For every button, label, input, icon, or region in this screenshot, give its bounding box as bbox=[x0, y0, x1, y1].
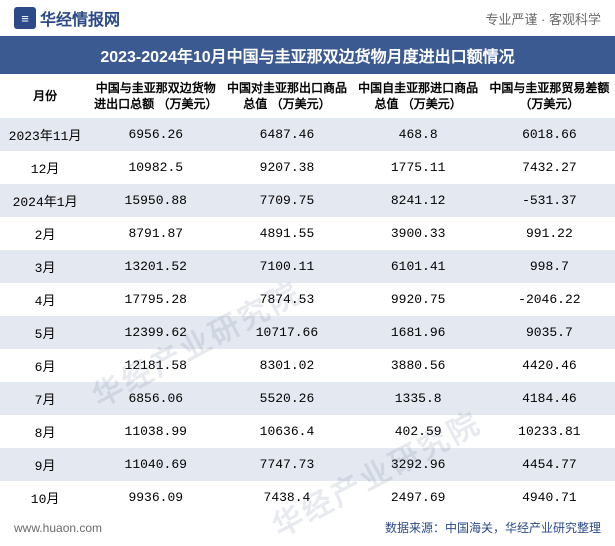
table-row: 8月11038.9910636.4402.5910233.81 bbox=[0, 415, 615, 448]
cell-import: 9920.75 bbox=[353, 283, 484, 316]
logo-area: ≡ 华经情报网 bbox=[14, 6, 120, 30]
table-row: 6月12181.588301.023880.564420.46 bbox=[0, 349, 615, 382]
cell-export: 7874.53 bbox=[221, 283, 352, 316]
trade-table: 月份 中国与圭亚那双边货物进出口总额 （万美元） 中国对圭亚那出口商品总值 （万… bbox=[0, 74, 615, 514]
cell-total: 10982.5 bbox=[90, 151, 221, 184]
cell-import: 402.59 bbox=[353, 415, 484, 448]
cell-import: 1335.8 bbox=[353, 382, 484, 415]
col-month: 月份 bbox=[0, 74, 90, 118]
cell-total: 15950.88 bbox=[90, 184, 221, 217]
cell-import: 2497.69 bbox=[353, 481, 484, 514]
footer-url: www.huaon.com bbox=[14, 521, 102, 535]
cell-month: 4月 bbox=[0, 283, 90, 316]
cell-month: 7月 bbox=[0, 382, 90, 415]
cell-total: 9936.09 bbox=[90, 481, 221, 514]
cell-total: 6856.06 bbox=[90, 382, 221, 415]
cell-import: 8241.12 bbox=[353, 184, 484, 217]
cell-export: 9207.38 bbox=[221, 151, 352, 184]
cell-total: 13201.52 bbox=[90, 250, 221, 283]
cell-import: 3880.56 bbox=[353, 349, 484, 382]
cell-month: 6月 bbox=[0, 349, 90, 382]
cell-month: 2024年1月 bbox=[0, 184, 90, 217]
cell-import: 6101.41 bbox=[353, 250, 484, 283]
cell-total: 12181.58 bbox=[90, 349, 221, 382]
table-row: 7月6856.065520.261335.84184.46 bbox=[0, 382, 615, 415]
cell-import: 468.8 bbox=[353, 118, 484, 151]
cell-total: 11040.69 bbox=[90, 448, 221, 481]
table-row: 2023年11月6956.266487.46468.86018.66 bbox=[0, 118, 615, 151]
table-body: 2023年11月6956.266487.46468.86018.6612月109… bbox=[0, 118, 615, 514]
page-title: 2023-2024年10月中国与圭亚那双边货物月度进出口额情况 bbox=[0, 36, 615, 74]
cell-total: 6956.26 bbox=[90, 118, 221, 151]
cell-export: 10717.66 bbox=[221, 316, 352, 349]
cell-export: 7100.11 bbox=[221, 250, 352, 283]
cell-export: 7709.75 bbox=[221, 184, 352, 217]
cell-balance: 4454.77 bbox=[484, 448, 615, 481]
col-balance: 中国与圭亚那贸易差额 （万美元） bbox=[484, 74, 615, 118]
footer: www.huaon.com 数据来源：中国海关，华经产业研究整理 bbox=[0, 514, 615, 540]
col-import: 中国自圭亚那进口商品总值 （万美元） bbox=[353, 74, 484, 118]
logo-icon: ≡ bbox=[14, 7, 36, 29]
cell-month: 5月 bbox=[0, 316, 90, 349]
cell-export: 7747.73 bbox=[221, 448, 352, 481]
header-bar: ≡ 华经情报网 专业严谨 · 客观科学 bbox=[0, 0, 615, 36]
cell-total: 8791.87 bbox=[90, 217, 221, 250]
cell-import: 1775.11 bbox=[353, 151, 484, 184]
cell-total: 11038.99 bbox=[90, 415, 221, 448]
table-row: 9月11040.697747.733292.964454.77 bbox=[0, 448, 615, 481]
cell-month: 8月 bbox=[0, 415, 90, 448]
cell-export: 5520.26 bbox=[221, 382, 352, 415]
cell-month: 3月 bbox=[0, 250, 90, 283]
table-row: 3月13201.527100.116101.41998.7 bbox=[0, 250, 615, 283]
cell-balance: 4184.46 bbox=[484, 382, 615, 415]
col-total: 中国与圭亚那双边货物进出口总额 （万美元） bbox=[90, 74, 221, 118]
table-row: 5月12399.6210717.661681.969035.7 bbox=[0, 316, 615, 349]
cell-export: 4891.55 bbox=[221, 217, 352, 250]
cell-total: 12399.62 bbox=[90, 316, 221, 349]
table-header-row: 月份 中国与圭亚那双边货物进出口总额 （万美元） 中国对圭亚那出口商品总值 （万… bbox=[0, 74, 615, 118]
table-row: 2024年1月15950.887709.758241.12-531.37 bbox=[0, 184, 615, 217]
cell-month: 9月 bbox=[0, 448, 90, 481]
cell-export: 6487.46 bbox=[221, 118, 352, 151]
cell-export: 8301.02 bbox=[221, 349, 352, 382]
cell-balance: 991.22 bbox=[484, 217, 615, 250]
cell-month: 2月 bbox=[0, 217, 90, 250]
cell-balance: 4420.46 bbox=[484, 349, 615, 382]
table-row: 2月8791.874891.553900.33991.22 bbox=[0, 217, 615, 250]
table-row: 12月10982.59207.381775.117432.27 bbox=[0, 151, 615, 184]
cell-month: 12月 bbox=[0, 151, 90, 184]
cell-month: 10月 bbox=[0, 481, 90, 514]
table-row: 4月17795.287874.539920.75-2046.22 bbox=[0, 283, 615, 316]
cell-total: 17795.28 bbox=[90, 283, 221, 316]
cell-balance: 9035.7 bbox=[484, 316, 615, 349]
cell-balance: 4940.71 bbox=[484, 481, 615, 514]
cell-import: 3900.33 bbox=[353, 217, 484, 250]
table-row: 10月9936.097438.42497.694940.71 bbox=[0, 481, 615, 514]
cell-export: 10636.4 bbox=[221, 415, 352, 448]
cell-balance: 998.7 bbox=[484, 250, 615, 283]
cell-month: 2023年11月 bbox=[0, 118, 90, 151]
cell-import: 1681.96 bbox=[353, 316, 484, 349]
logo-text: 华经情报网 bbox=[40, 6, 120, 30]
cell-balance: 6018.66 bbox=[484, 118, 615, 151]
footer-source: 数据来源：中国海关，华经产业研究整理 bbox=[385, 519, 601, 536]
cell-import: 3292.96 bbox=[353, 448, 484, 481]
cell-balance: -531.37 bbox=[484, 184, 615, 217]
cell-balance: 7432.27 bbox=[484, 151, 615, 184]
cell-export: 7438.4 bbox=[221, 481, 352, 514]
tagline: 专业严谨 · 客观科学 bbox=[485, 9, 601, 28]
cell-balance: 10233.81 bbox=[484, 415, 615, 448]
col-export: 中国对圭亚那出口商品总值 （万美元） bbox=[221, 74, 352, 118]
cell-balance: -2046.22 bbox=[484, 283, 615, 316]
